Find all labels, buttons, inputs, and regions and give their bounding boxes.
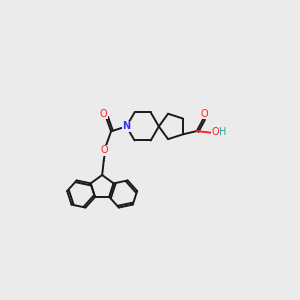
Text: H: H [219, 127, 226, 137]
Text: O: O [99, 109, 107, 119]
Text: O: O [101, 146, 109, 155]
Text: N: N [122, 122, 130, 131]
Text: O: O [211, 127, 219, 137]
Text: O: O [201, 109, 208, 119]
